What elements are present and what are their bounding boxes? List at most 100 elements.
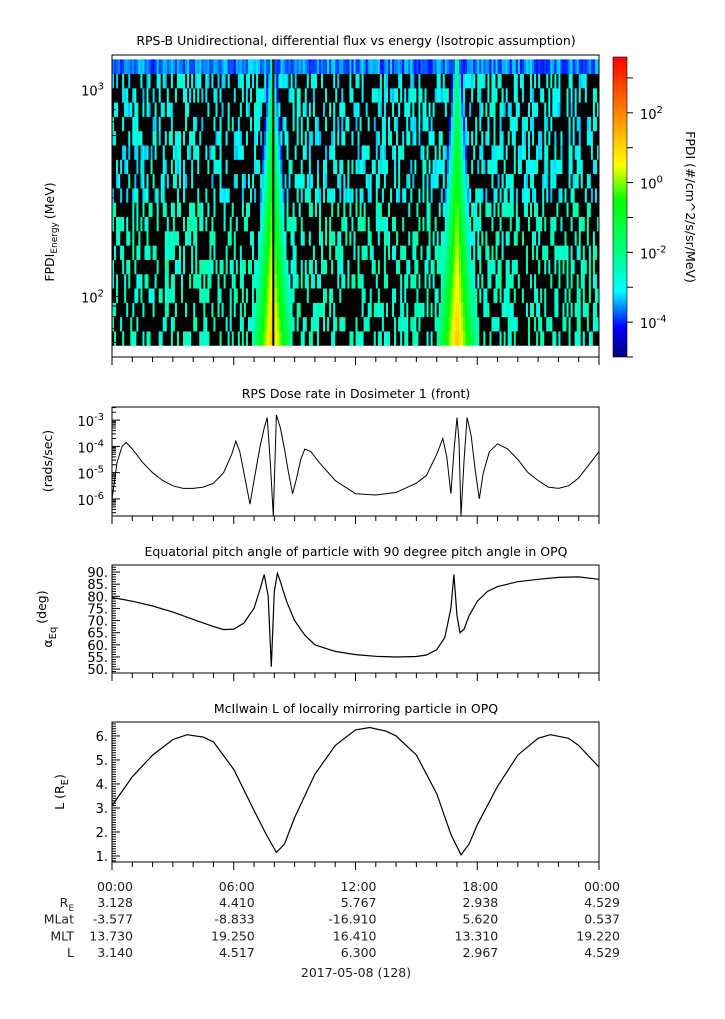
spectrogram-cell <box>331 73 334 89</box>
spectrogram-cell <box>146 302 149 318</box>
spectrogram-cell <box>150 116 153 132</box>
spectrogram-cell <box>154 130 157 146</box>
spectrogram-cell <box>345 273 348 289</box>
spectrogram-cell <box>126 102 129 117</box>
spectrogram-cell <box>438 73 442 89</box>
spectrogram-cell <box>400 102 403 117</box>
spectrogram-cell <box>314 159 318 175</box>
spectrogram-cell <box>503 173 506 189</box>
spectrogram-cell <box>343 216 346 232</box>
spectrogram-cell <box>497 59 500 74</box>
spectrogram-cell <box>418 59 421 74</box>
spectrogram-cell <box>473 159 476 175</box>
spectrogram-cell <box>154 288 157 303</box>
spectrogram-cell <box>314 288 318 303</box>
spectrogram-cell <box>461 173 464 189</box>
spectrogram-cell <box>570 159 573 175</box>
spectrogram-cell <box>308 273 312 289</box>
spectrogram-cell <box>392 130 395 146</box>
spectrogram-cell <box>560 302 563 318</box>
spectrogram-cell <box>168 188 172 203</box>
spectrogram-cell <box>532 87 535 103</box>
spectrogram-cell <box>195 173 198 189</box>
spectrogram-cell <box>335 73 338 89</box>
spectrogram-cell <box>260 102 263 117</box>
spectrogram-cell <box>357 116 360 132</box>
spectrogram-cell <box>582 188 586 203</box>
spectrogram-cell <box>325 231 328 246</box>
spectrogram-cell <box>341 173 344 189</box>
spectrogram-cell <box>298 116 302 132</box>
spectrogram-cell <box>562 130 565 146</box>
spectrogram-cell <box>333 73 336 89</box>
spectrogram-cell <box>298 173 302 189</box>
spectrogram-cell <box>497 202 500 218</box>
spectrogram-cell <box>128 273 131 289</box>
spectrogram-cell <box>530 316 533 332</box>
spectrogram-cell <box>548 73 551 89</box>
spectrogram-cell <box>114 73 117 89</box>
spectrogram-cell <box>509 302 513 318</box>
spectrogram-cell <box>164 59 168 74</box>
spectrogram-cell <box>525 87 529 103</box>
spectrogram-cell <box>477 173 480 189</box>
spectrogram-cell <box>540 102 543 117</box>
spectrogram-cell <box>197 202 200 218</box>
spectrogram-cell <box>369 273 373 289</box>
spectrogram-cell <box>258 259 261 275</box>
spectrogram-cell <box>183 216 186 232</box>
spectrogram-cell <box>160 159 164 175</box>
spectrogram-cell <box>288 302 291 318</box>
spectrogram-cell <box>428 102 431 117</box>
spectrogram-cell <box>351 288 354 303</box>
spectrogram-cell <box>594 231 598 246</box>
spectrogram-cell <box>187 130 190 146</box>
spectrogram-cell <box>436 188 439 203</box>
spectrogram-cell <box>396 202 399 218</box>
spectrogram-cell <box>343 302 346 318</box>
spectrogram-cell <box>205 302 208 318</box>
spectrogram-cell <box>544 216 547 232</box>
spectrogram-cell <box>517 216 521 232</box>
spectrogram-cell <box>229 173 233 189</box>
spectrogram-cell <box>515 245 519 260</box>
spectrogram-cell <box>158 259 161 275</box>
spectrogram-cell <box>264 288 267 303</box>
spectrogram-cell <box>525 73 529 89</box>
spectrogram-cell <box>353 173 356 189</box>
spectrogram-cell <box>461 116 464 132</box>
spectrogram-cell <box>339 188 342 203</box>
spectrogram-cell <box>463 202 466 218</box>
spectrogram-cell <box>527 145 531 160</box>
spectrogram-cell <box>560 288 563 303</box>
spectrogram-cell <box>576 188 580 203</box>
spectrogram-cell <box>333 188 336 203</box>
spectrogram-cell <box>387 202 391 218</box>
spectrogram-cell <box>416 73 419 89</box>
spectrogram-cell <box>440 231 444 246</box>
spectrogram-cell <box>584 273 588 289</box>
spectrogram-cell <box>142 216 145 232</box>
spectrogram-cell <box>381 331 385 346</box>
spectrogram-cell <box>189 302 192 318</box>
spectrogram-cell <box>357 87 360 103</box>
spectrogram-cell <box>523 331 527 346</box>
spectrogram-cell <box>140 159 143 175</box>
spectrogram-cell <box>448 302 452 318</box>
spectrogram-cell <box>446 188 450 203</box>
spectrogram-cell <box>209 259 212 275</box>
spectrogram-cell <box>174 273 178 289</box>
spectrogram-cell <box>333 216 336 232</box>
spectrogram-cell <box>205 116 208 132</box>
spectrogram-cell <box>219 102 222 117</box>
spectrogram-cell <box>454 173 458 189</box>
spectrogram-cell <box>365 87 368 103</box>
spectrogram-cell <box>156 59 159 74</box>
spectrogram-cell <box>122 216 125 232</box>
spectrogram-cell <box>355 288 358 303</box>
spectrogram-cell <box>440 273 444 289</box>
spectrogram-cell <box>527 273 531 289</box>
spectrogram-cell <box>353 216 356 232</box>
spectrogram-cell <box>254 331 257 346</box>
spectrogram-cell <box>209 159 212 175</box>
